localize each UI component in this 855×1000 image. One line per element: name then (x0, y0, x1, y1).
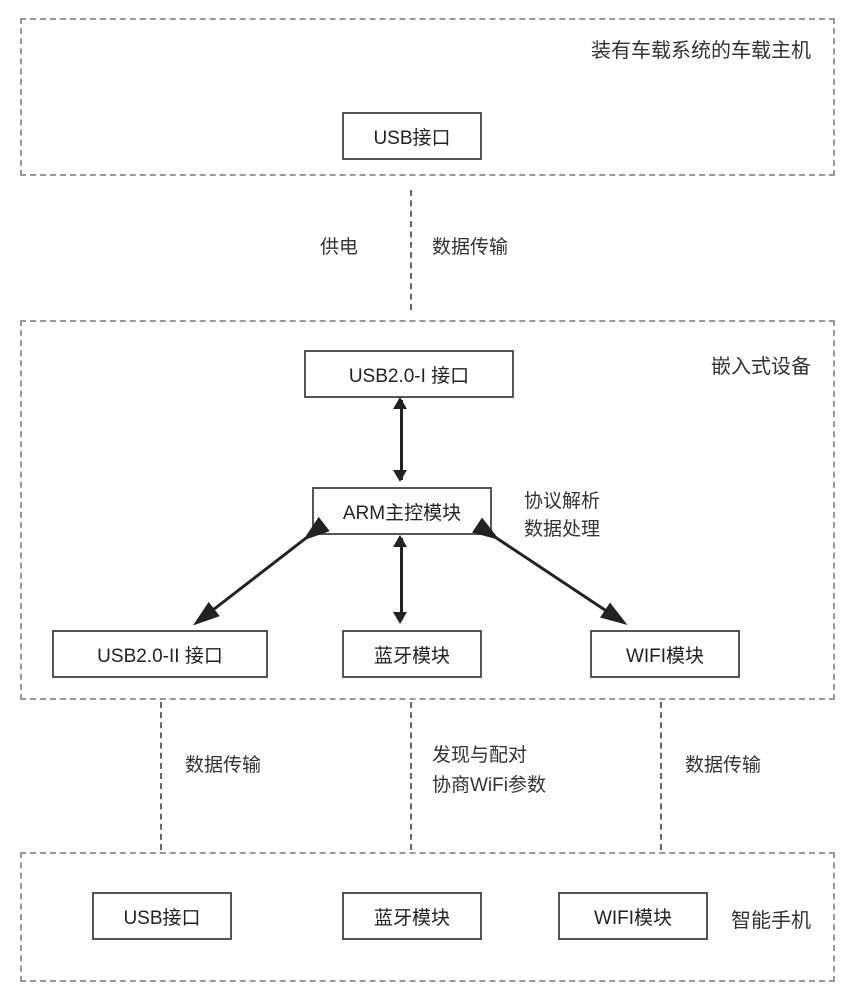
container-phone: 智能手机 USB接口 蓝牙模块 WIFI模块 (20, 852, 835, 982)
node-emb-wifi: WIFI模块 (590, 630, 740, 678)
emb-usb-i-label: USB2.0-I 接口 (349, 361, 469, 388)
node-emb-usb-i: USB2.0-I 接口 (304, 350, 514, 398)
label-data-xfer-3: 数据传输 (685, 750, 761, 777)
embedded-title: 嵌入式设备 (711, 350, 811, 379)
label-data-xfer-2: 数据传输 (185, 750, 261, 777)
edge-usbi-arm (400, 400, 403, 480)
emb-bt-label: 蓝牙模块 (374, 641, 450, 668)
label-discover-pair: 发现与配对 (432, 740, 527, 767)
container-host: 装有车载系统的车载主机 USB接口 (20, 18, 835, 176)
arm-label: ARM主控模块 (343, 498, 461, 525)
edge-host-embedded (410, 190, 412, 310)
node-emb-bt: 蓝牙模块 (342, 630, 482, 678)
node-ph-usb: USB接口 (92, 892, 232, 940)
label-data-xfer: 数据传输 (432, 232, 508, 259)
label-power: 供电 (320, 232, 358, 259)
host-title: 装有车载系统的车载主机 (591, 34, 811, 63)
emb-usb-ii-label: USB2.0-II 接口 (97, 641, 223, 668)
ph-wifi-label: WIFI模块 (594, 903, 672, 930)
edge-embbt-phbt (410, 702, 412, 850)
edge-embusb-phusb (160, 702, 162, 850)
node-ph-bt: 蓝牙模块 (342, 892, 482, 940)
arrowhead-down-icon (393, 612, 407, 624)
edge-embwifi-phwifi (660, 702, 662, 850)
node-arm: ARM主控模块 (312, 487, 492, 535)
host-usb-label: USB接口 (373, 123, 450, 150)
node-emb-usb-ii: USB2.0-II 接口 (52, 630, 268, 678)
label-nego-wifi: 协商WiFi参数 (432, 770, 546, 797)
label-proto-parse: 协议解析 (524, 486, 600, 513)
node-host-usb: USB接口 (342, 112, 482, 160)
arrowhead-down-icon (393, 470, 407, 482)
arrowhead-up-icon (393, 397, 407, 409)
container-embedded: 嵌入式设备 USB2.0-I 接口 ARM主控模块 协议解析 数据处理 USB2… (20, 320, 835, 700)
label-data-proc: 数据处理 (524, 514, 600, 541)
arrowhead-up-icon (393, 535, 407, 547)
node-ph-wifi: WIFI模块 (558, 892, 708, 940)
ph-bt-label: 蓝牙模块 (374, 903, 450, 930)
phone-title: 智能手机 (731, 904, 811, 933)
edge-arm-bt (400, 538, 403, 620)
emb-wifi-label: WIFI模块 (626, 641, 704, 668)
ph-usb-label: USB接口 (123, 903, 200, 930)
